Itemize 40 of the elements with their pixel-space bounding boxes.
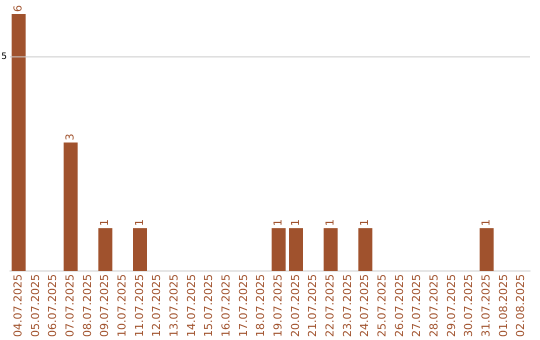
x-tick-label: 14.07.2025 (184, 274, 198, 338)
x-tick-label: 26.07.2025 (392, 274, 406, 338)
x-tick-label: 04.07.2025 (12, 274, 25, 338)
x-tick-label: 05.07.2025 (28, 274, 42, 338)
data-label: 3 (64, 134, 77, 141)
x-tick-label: 08.07.2025 (80, 274, 94, 338)
x-tick-label: 19.07.2025 (272, 274, 285, 338)
x-tick-label: 23.07.2025 (340, 274, 354, 338)
x-tick-label: 15.07.2025 (202, 274, 216, 338)
x-tick-label: 22.07.2025 (324, 274, 337, 338)
x-tick-label: 13.07.2025 (168, 274, 181, 338)
ref-line-label: 5 (1, 52, 7, 62)
data-label: 1 (132, 219, 146, 226)
x-tick-label: 18.07.2025 (254, 274, 268, 338)
data-label: 1 (288, 219, 302, 226)
x-tick-label: 01.08.2025 (496, 274, 510, 338)
data-label: 6 (12, 5, 25, 12)
x-tick-label: 07.07.2025 (64, 274, 77, 338)
x-tick-label: 27.07.2025 (410, 274, 424, 338)
x-tick-label: 24.07.2025 (358, 274, 372, 338)
data-label: 1 (480, 219, 493, 226)
x-tick-label: 25.07.2025 (376, 274, 389, 338)
x-tick-label: 09.07.2025 (98, 274, 112, 338)
x-tick-label: 12.07.2025 (150, 274, 164, 338)
x-tick-label: 29.07.2025 (444, 274, 458, 338)
data-label: 1 (98, 219, 112, 226)
data-label: 1 (358, 219, 372, 226)
x-tick-label: 11.07.2025 (132, 274, 146, 338)
x-tick-label: 28.07.2025 (428, 274, 441, 338)
x-tick-label: 31.07.2025 (480, 274, 493, 338)
x-tick-label: 21.07.2025 (306, 274, 320, 338)
x-tick-label: 10.07.2025 (116, 274, 129, 338)
data-label: 1 (272, 219, 285, 226)
x-tick-label: 30.07.2025 (462, 274, 476, 338)
data-label: 1 (324, 219, 337, 226)
x-tick-label: 06.07.2025 (46, 274, 60, 338)
x-tick-label: 02.08.2025 (514, 274, 528, 338)
x-tick-label: 17.07.2025 (236, 274, 250, 338)
x-tick-label: 20.07.2025 (288, 274, 302, 338)
x-tick-label: 16.07.2025 (220, 274, 233, 338)
